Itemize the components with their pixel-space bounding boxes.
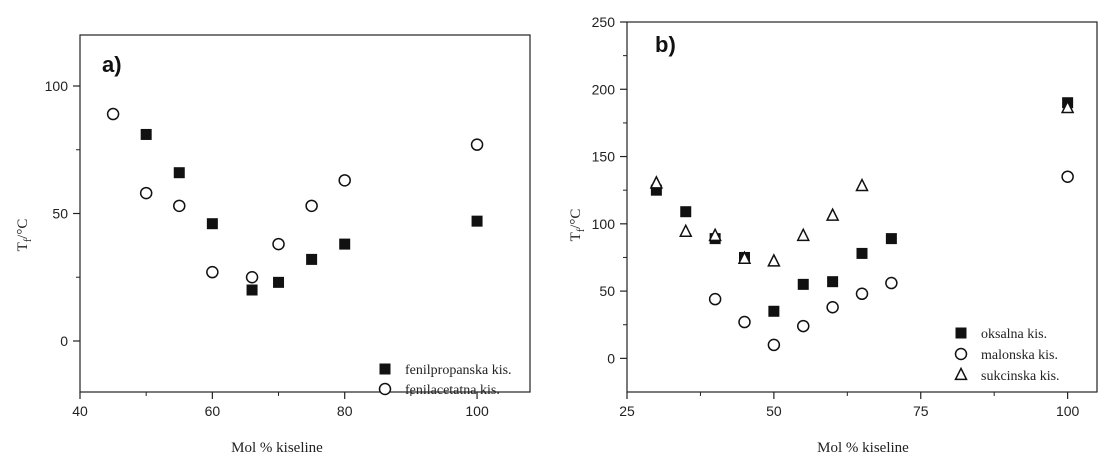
data-point bbox=[679, 223, 693, 238]
data-point bbox=[173, 199, 186, 213]
axes-ticks-a: 40 60 80 100 0 50 100 bbox=[45, 78, 489, 419]
legend-label: fenilacetatna kis. bbox=[405, 383, 500, 398]
legend-label: fenilpropanska kis. bbox=[405, 363, 512, 378]
x-tick-label: 50 bbox=[766, 403, 782, 419]
data-point bbox=[825, 207, 840, 221]
data-point bbox=[856, 247, 868, 259]
data-point bbox=[885, 276, 898, 290]
x-tick-label: 60 bbox=[205, 403, 221, 419]
x-tick-label: 80 bbox=[337, 403, 353, 419]
y-tick-label: 50 bbox=[599, 283, 615, 299]
y-tick-label: 0 bbox=[60, 333, 68, 349]
legend-label: sukcinska kis. bbox=[981, 369, 1060, 384]
data-point bbox=[708, 292, 722, 306]
x-axis-title-a: Mol % kiseline bbox=[231, 440, 323, 456]
data-point bbox=[140, 128, 152, 140]
data-point bbox=[680, 206, 692, 218]
x-tick-label: 100 bbox=[1056, 403, 1080, 419]
axes-ticks-b: 25 50 75 100 0 50 100 150 200 250 bbox=[592, 14, 1080, 419]
data-point bbox=[306, 253, 318, 265]
y-tick-label: 150 bbox=[592, 149, 616, 165]
y-axis-title-b: Tf/°C bbox=[568, 209, 587, 242]
y-axis-title-b-main: T bbox=[568, 232, 584, 241]
data-point bbox=[885, 233, 897, 245]
data-point bbox=[206, 218, 218, 230]
data-point bbox=[708, 227, 722, 242]
data-point bbox=[738, 315, 751, 329]
y-tick-label: 50 bbox=[52, 206, 68, 222]
y-tick-label: 0 bbox=[607, 350, 615, 366]
x-tick-label: 40 bbox=[72, 403, 88, 419]
legend-marker bbox=[954, 366, 968, 381]
data-point bbox=[855, 177, 869, 192]
y-axis-title-a-unit: /°C bbox=[15, 219, 31, 239]
data-point bbox=[305, 199, 318, 213]
legend-marker bbox=[379, 363, 391, 375]
y-axis-title-a-main: T bbox=[15, 242, 31, 251]
y-axis-title-b-sub: f bbox=[576, 228, 587, 232]
data-point bbox=[272, 237, 285, 251]
x-tick-label: 75 bbox=[913, 403, 929, 419]
panel-label-a: a) bbox=[102, 52, 122, 77]
data-point bbox=[768, 305, 780, 317]
data-point bbox=[470, 138, 484, 151]
data-point bbox=[245, 271, 259, 284]
y-tick-label: 200 bbox=[592, 81, 616, 97]
data-point bbox=[767, 253, 781, 267]
data-point bbox=[246, 284, 258, 296]
y-tick-label: 250 bbox=[592, 14, 616, 30]
panel-a: a) Mol % kiseline Tf/°C 40 60 80 100050100 … bbox=[15, 34, 531, 456]
data-point bbox=[797, 278, 809, 290]
panel-b: b) Mol % kiseline Tf/°C 25 50 75 100 0 50 100 1… bbox=[568, 14, 1098, 456]
legend-marker bbox=[954, 347, 968, 361]
y-tick-label: 100 bbox=[45, 78, 69, 94]
data-point bbox=[339, 238, 351, 250]
data-point bbox=[797, 319, 810, 333]
x-axis-title-b: Mol % kiseline bbox=[817, 440, 909, 456]
data-point bbox=[767, 338, 781, 352]
data-points-a bbox=[106, 107, 484, 296]
data-point bbox=[796, 227, 810, 242]
y-axis-title-a: Tf/°C bbox=[15, 219, 34, 252]
legend-marker bbox=[378, 382, 392, 396]
data-point bbox=[273, 276, 285, 288]
legend-marker bbox=[955, 327, 967, 339]
data-point bbox=[471, 215, 483, 227]
legend-label: malonska kis. bbox=[981, 348, 1058, 363]
legend-b: oksalna kis. malonska kis. sukcinska kis. bbox=[954, 327, 1060, 384]
panel-label-b: b) bbox=[655, 32, 676, 57]
y-axis-title-a-sub: f bbox=[23, 238, 34, 242]
data-point bbox=[855, 287, 869, 301]
x-tick-label: 25 bbox=[619, 403, 635, 419]
data-point bbox=[173, 167, 185, 179]
y-tick-label: 100 bbox=[592, 216, 616, 232]
plot-frame-a bbox=[79, 34, 531, 393]
data-point bbox=[338, 174, 351, 187]
data-point bbox=[737, 250, 752, 264]
legend-label: oksalna kis. bbox=[981, 327, 1047, 342]
data-point bbox=[826, 300, 839, 314]
data-point bbox=[139, 186, 153, 200]
plot-frame-b bbox=[626, 21, 1098, 393]
y-axis-title-b-unit: /°C bbox=[568, 209, 584, 229]
x-tick-label: 100 bbox=[465, 403, 489, 419]
data-point bbox=[649, 175, 664, 189]
data-point bbox=[1061, 170, 1074, 183]
data-points-b bbox=[649, 97, 1075, 352]
legend-a: fenilpropanska kis. fenilacetatna kis. bbox=[378, 363, 512, 398]
data-point bbox=[206, 265, 219, 279]
data-point bbox=[1060, 99, 1075, 114]
data-point bbox=[106, 107, 120, 121]
data-point bbox=[827, 276, 839, 288]
